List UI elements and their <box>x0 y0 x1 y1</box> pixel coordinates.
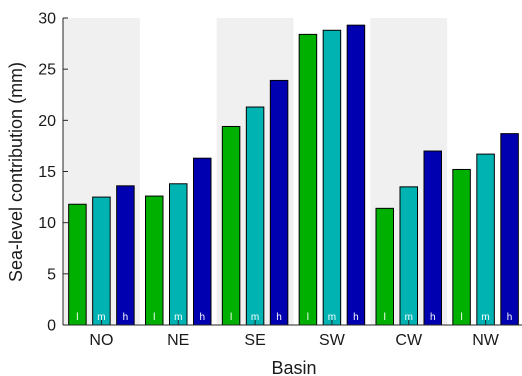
bar-NE-m <box>169 183 188 326</box>
y-tick-label-20: 20 <box>38 113 56 130</box>
x-tick-labels: NO NE SE SW CW NW <box>89 332 499 349</box>
x-tick-label-CW: CW <box>395 332 423 349</box>
bar-label-CW-m: m <box>405 312 413 323</box>
x-tick-label-NO: NO <box>89 332 113 349</box>
bar-NW-m <box>476 153 495 326</box>
bar-SW-m <box>322 29 342 326</box>
bar-label-CW-h: h <box>430 312 436 323</box>
bar-label-NW-l: l <box>460 312 462 323</box>
x-axis-label: Basin <box>271 358 316 376</box>
bar-SW-l <box>298 33 318 326</box>
bar-label-SE-l: l <box>230 312 232 323</box>
bar-SE-l <box>221 125 241 326</box>
bar-SE-h <box>269 79 289 326</box>
x-tick-label-SE: SE <box>244 332 265 349</box>
bar-CW-m <box>399 186 418 326</box>
bar-NW-l <box>452 168 471 326</box>
y-tick-label-5: 5 <box>47 266 56 283</box>
y-tick-label-30: 30 <box>38 11 56 28</box>
x-tick-label-NW: NW <box>472 332 500 349</box>
bar-label-NW-h: h <box>507 312 513 323</box>
bar-NE-h <box>193 157 212 326</box>
bar-label-SW-m: m <box>328 312 336 323</box>
bar-label-NO-m: m <box>97 312 105 323</box>
bar-SW-h <box>346 24 366 326</box>
y-tick-label-25: 25 <box>38 62 56 79</box>
bar-label-NE-h: h <box>199 312 205 323</box>
y-axis-label: Sea-level contribution (mm) <box>6 62 26 282</box>
x-tick-label-SW: SW <box>319 332 346 349</box>
y-tick-label-0: 0 <box>47 318 56 335</box>
bar-SE-m <box>245 106 265 326</box>
y-tick-labels: 0 5 10 15 20 25 30 <box>38 11 56 335</box>
bar-NW-h <box>500 133 519 326</box>
bar-NO-m <box>92 196 111 326</box>
y-tick-label-10: 10 <box>38 215 56 232</box>
bar-label-NW-m: m <box>481 312 489 323</box>
bar-CW-h <box>423 150 442 326</box>
bar-label-CW-l: l <box>384 312 386 323</box>
bar-label-SE-m: m <box>251 312 259 323</box>
bar-label-NE-l: l <box>153 312 155 323</box>
bar-CW-l <box>375 207 394 326</box>
bar-label-NO-h: h <box>123 312 129 323</box>
x-tick-label-NE: NE <box>167 332 189 349</box>
bar-label-SW-l: l <box>307 312 309 323</box>
bar-NO-h <box>116 185 135 326</box>
y-tick-label-15: 15 <box>38 164 56 181</box>
bar-NO-l <box>68 203 87 326</box>
bar-label-SW-h: h <box>353 312 359 323</box>
bar-label-NO-l: l <box>76 312 78 323</box>
bar-NE-l <box>145 195 164 326</box>
bar-label-NE-m: m <box>174 312 182 323</box>
bar-label-SE-h: h <box>276 312 282 323</box>
axes <box>62 17 522 326</box>
